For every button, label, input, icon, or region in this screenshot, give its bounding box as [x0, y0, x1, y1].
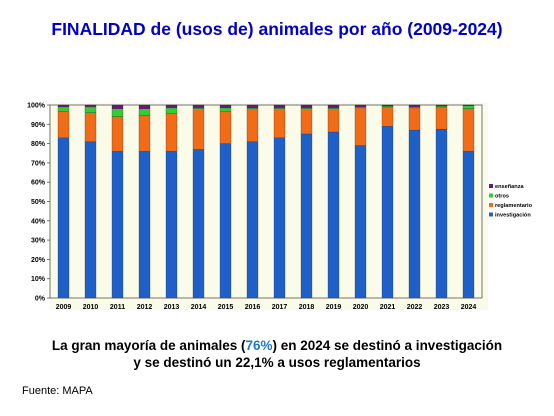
bar-segment	[84, 112, 97, 142]
y-tick-label: 50%	[31, 199, 46, 206]
y-tick-label: 10%	[31, 276, 46, 283]
bar-segment	[219, 143, 232, 299]
legend-swatch	[489, 184, 493, 188]
bar-segment	[57, 106, 70, 112]
bar-segment	[111, 104, 124, 110]
bar-segment	[138, 151, 151, 299]
bar-segment	[408, 104, 421, 108]
x-tick-label: 2011	[110, 304, 125, 311]
bar-segment	[111, 151, 124, 299]
bar-segment	[246, 108, 259, 142]
bar-segment	[138, 115, 151, 152]
y-tick-label: 30%	[31, 238, 46, 245]
bar-segment	[111, 116, 124, 152]
bar-segment	[327, 131, 340, 299]
bar-segment	[381, 106, 394, 127]
bar-segment	[192, 108, 205, 150]
bar-segment	[57, 111, 70, 138]
bar-segment	[462, 108, 475, 152]
bar-segment	[273, 108, 286, 138]
x-tick-label: 2017	[272, 304, 288, 311]
summary-highlight: 76%	[245, 338, 273, 353]
bar-segment	[246, 104, 259, 109]
x-tick-label: 2012	[137, 304, 153, 311]
bar-segment	[462, 105, 475, 109]
legend-swatch	[489, 193, 493, 198]
x-tick-label: 2010	[83, 304, 99, 311]
x-tick-label: 2024	[461, 304, 477, 311]
x-tick-label: 2013	[164, 304, 180, 311]
y-tick-label: 0%	[35, 296, 46, 303]
bar-segment	[354, 107, 367, 146]
bar-segment	[435, 128, 448, 299]
bar-segment	[408, 129, 421, 299]
bar-segment	[435, 104, 448, 107]
summary-part2: ) en 2024 se destinó a investigación	[272, 338, 503, 353]
legend-swatch	[489, 203, 493, 207]
y-tick-label: 40%	[31, 218, 46, 225]
bar-segment	[273, 104, 286, 109]
bar-segment	[138, 104, 151, 110]
legend-label: reglamentario	[495, 203, 533, 209]
bar-segment	[219, 104, 232, 109]
bar-segment	[57, 104, 70, 108]
bar-segment	[84, 104, 97, 108]
bar-segment	[246, 141, 259, 299]
bar-segment	[165, 151, 178, 299]
bar-segment	[138, 108, 151, 116]
legend-label: otros	[495, 194, 509, 200]
bar-segment	[84, 141, 97, 299]
bar-segment	[327, 104, 340, 109]
bar-segment	[165, 113, 178, 152]
summary-text: La gran mayoría de animales (76%) en 202…	[0, 337, 554, 371]
bar-segment	[462, 151, 475, 299]
x-tick-label: 2018	[299, 304, 315, 311]
bar-segment	[354, 104, 367, 108]
bar-segment	[111, 108, 124, 117]
bar-segment	[192, 104, 205, 109]
x-tick-label: 2019	[326, 304, 342, 311]
y-tick-label: 70%	[31, 160, 46, 167]
bar-segment	[354, 145, 367, 299]
x-tick-label: 2020	[353, 304, 369, 311]
bar-segment	[165, 107, 178, 114]
bar-segment	[408, 107, 421, 131]
legend-label: enseñanza	[495, 184, 524, 190]
bar-segment	[219, 111, 232, 144]
bar-segment	[84, 106, 97, 113]
chart-title: FINALIDAD de (usos de) animales por año …	[51, 19, 503, 39]
x-tick-label: 2015	[218, 304, 234, 311]
bar-segment	[273, 137, 286, 299]
bar-segment	[381, 126, 394, 299]
bar-segment	[381, 104, 394, 107]
x-tick-label: 2009	[56, 304, 72, 311]
bar-segment	[219, 107, 232, 112]
y-tick-label: 90%	[31, 122, 46, 129]
x-tick-label: 2014	[191, 304, 207, 311]
legend-label: investigación	[495, 213, 531, 219]
x-tick-label: 2023	[434, 304, 450, 311]
y-tick-label: 20%	[31, 257, 46, 264]
bar-segment	[165, 104, 178, 109]
x-tick-label: 2016	[245, 304, 261, 311]
legend-swatch	[489, 212, 493, 217]
bar-segment	[435, 106, 448, 130]
summary-line2: y se destinó un 22,1% a usos reglamentar…	[133, 355, 421, 370]
x-tick-label: 2022	[407, 304, 423, 311]
bar-segment	[57, 137, 70, 299]
bar-segment	[300, 108, 313, 135]
bar-segment	[300, 133, 313, 299]
y-tick-label: 100%	[27, 103, 46, 110]
summary-part1: La gran mayoría de animales (	[51, 338, 246, 353]
bar-segment	[327, 108, 340, 133]
y-tick-label: 60%	[31, 180, 46, 187]
bar-segment	[192, 149, 205, 299]
y-tick-label: 80%	[31, 141, 46, 148]
bar-segment	[300, 104, 313, 109]
source-label: Fuente: MAPA	[22, 385, 93, 397]
bar-segment	[462, 104, 475, 106]
x-tick-label: 2021	[380, 304, 396, 311]
